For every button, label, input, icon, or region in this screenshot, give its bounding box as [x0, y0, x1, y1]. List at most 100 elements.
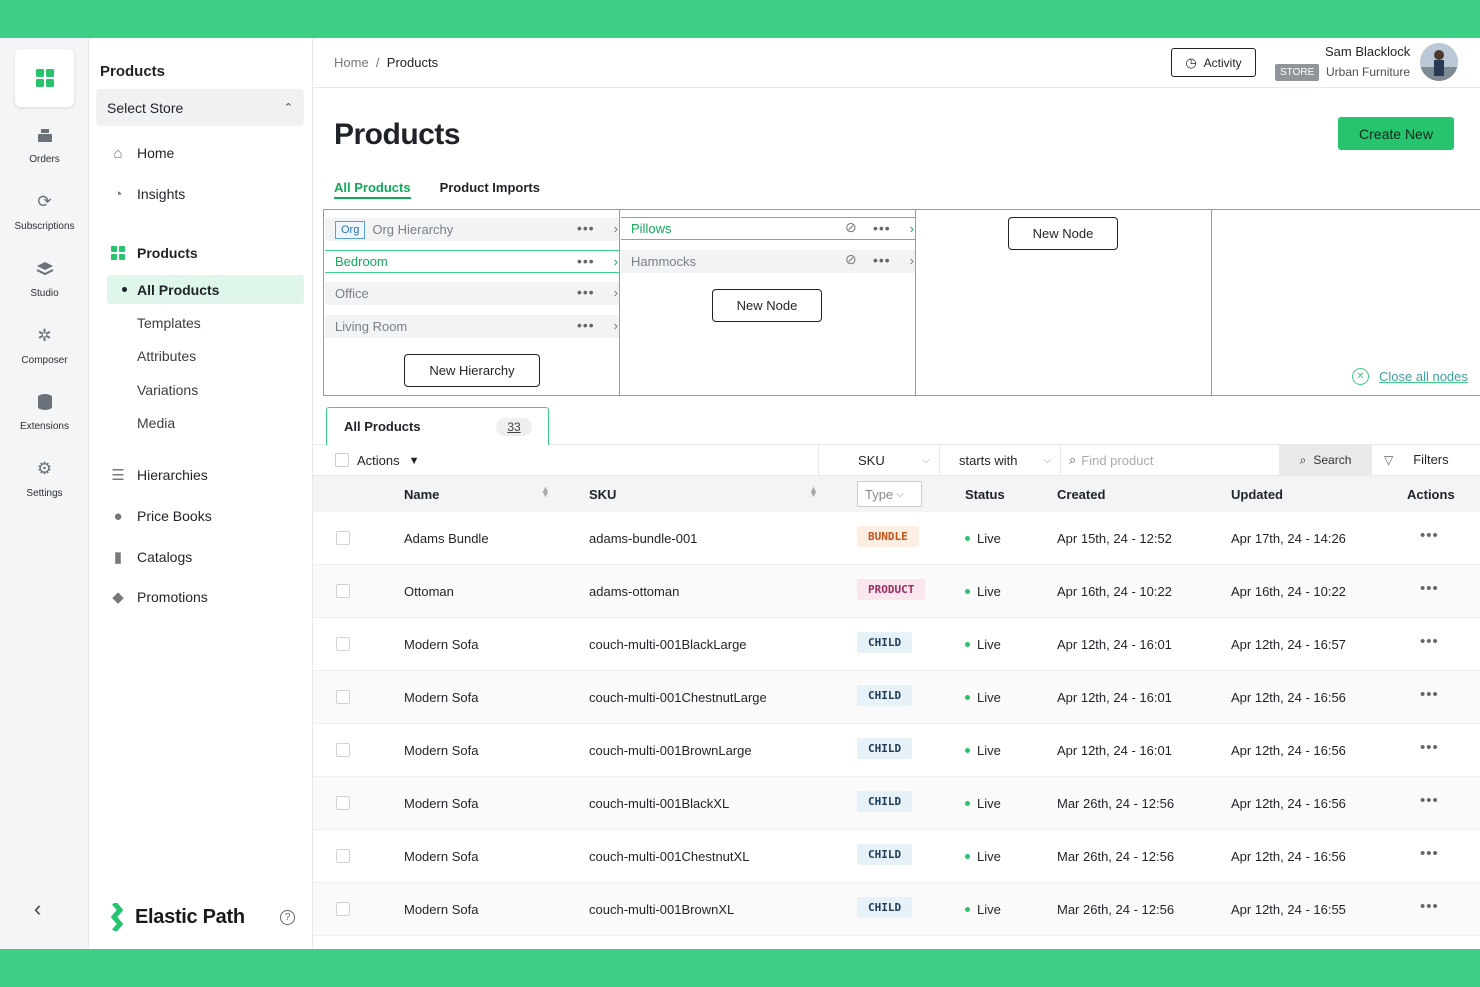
more-horizontal-icon[interactable]: ••• [577, 253, 595, 269]
table-row[interactable]: Modern Sofa couch-multi-001BlackLarge CH… [313, 618, 1480, 671]
sort-icon[interactable]: ▲ ▼ [809, 484, 818, 499]
more-horizontal-icon[interactable]: ••• [1420, 845, 1439, 862]
more-horizontal-icon[interactable]: ••• [1420, 898, 1439, 915]
chevron-right-icon[interactable]: › [613, 254, 618, 269]
more-horizontal-icon[interactable]: ••• [1420, 686, 1439, 703]
rail-extensions[interactable]: Extensions [0, 393, 89, 434]
collapse-sidebar-chevron-icon[interactable]: ‹ [34, 896, 42, 921]
chevron-right-icon[interactable]: › [909, 221, 914, 236]
nav-all-products[interactable]: All Products [107, 275, 304, 304]
create-new-button[interactable]: Create New [1338, 117, 1454, 150]
row-name[interactable]: Modern Sofa [404, 637, 479, 652]
more-horizontal-icon[interactable]: ••• [1420, 792, 1439, 809]
more-horizontal-icon[interactable]: ••• [577, 317, 595, 333]
more-horizontal-icon[interactable]: ••• [577, 284, 595, 300]
row-name[interactable]: Modern Sofa [404, 849, 479, 864]
table-row[interactable]: Modern Sofa couch-multi-001BlackXL CHILD… [313, 777, 1480, 830]
row-checkbox[interactable] [336, 849, 350, 863]
more-horizontal-icon[interactable]: ••• [873, 252, 891, 268]
nav-variations[interactable]: Variations [137, 382, 199, 398]
bulk-actions-dropdown[interactable]: Actions ▼ [357, 453, 420, 468]
nav-templates[interactable]: Templates [137, 315, 201, 331]
more-horizontal-icon[interactable]: ••• [1420, 527, 1439, 544]
row-name[interactable]: Adams Bundle [404, 531, 489, 546]
node-row-pillows[interactable]: Pillows ⊘ ••• › [621, 217, 916, 240]
tab-all-products[interactable]: All Products [334, 180, 411, 199]
eye-off-icon[interactable]: ⊘ [845, 219, 857, 235]
store-select[interactable]: Select Store ⌃ [96, 89, 304, 126]
new-node-button[interactable]: New Node [712, 289, 822, 322]
more-horizontal-icon[interactable]: ••• [1420, 580, 1439, 597]
dashboard-button[interactable] [15, 49, 74, 107]
rail-orders[interactable]: Orders [0, 126, 89, 167]
new-node-button[interactable]: New Node [1008, 217, 1118, 250]
more-horizontal-icon[interactable]: ••• [873, 220, 891, 236]
help-icon[interactable]: ? [280, 910, 295, 925]
nav-products[interactable]: Products [109, 244, 198, 262]
row-checkbox[interactable] [336, 531, 350, 545]
hierarchy-row-office[interactable]: Office ••• › [325, 282, 620, 305]
sort-icon[interactable]: ▲ ▼ [541, 484, 550, 499]
search-input[interactable]: ⌕ Find product [1069, 452, 1154, 468]
row-name[interactable]: Modern Sofa [404, 902, 479, 917]
breadcrumb-home[interactable]: Home [334, 55, 369, 70]
column-header-updated[interactable]: Updated [1231, 487, 1283, 502]
table-row[interactable]: Modern Sofa couch-multi-001BrownLarge CH… [313, 724, 1480, 777]
more-horizontal-icon[interactable]: ••• [577, 220, 595, 236]
type-filter-select[interactable]: Type ⌵ [857, 481, 922, 507]
more-horizontal-icon[interactable]: ••• [1420, 633, 1439, 650]
rail-composer[interactable]: ✲ Composer [0, 327, 89, 368]
nav-title: Products [100, 63, 166, 80]
nav-hierarchies[interactable]: ☰ Hierarchies [109, 466, 208, 484]
nav-catalogs[interactable]: ▮ Catalogs [109, 548, 192, 566]
search-field-select[interactable]: SKU ⌵ [818, 445, 939, 475]
rail-subscriptions[interactable]: ⟳ Subscriptions [0, 193, 89, 234]
row-checkbox[interactable] [336, 637, 350, 651]
products-table-tab[interactable]: All Products 33 [326, 407, 549, 445]
table-row[interactable]: Adams Bundle adams-bundle-001 BUNDLE Liv… [313, 512, 1480, 565]
chevron-right-icon[interactable]: › [613, 285, 618, 300]
node-row-hammocks[interactable]: Hammocks ⊘ ••• › [621, 250, 916, 273]
rail-studio[interactable]: Studio [0, 260, 89, 301]
nav-media[interactable]: Media [137, 415, 176, 431]
activity-button[interactable]: ◷ Activity [1171, 48, 1256, 77]
table-row[interactable]: Modern Sofa couch-multi-001ChestnutXL CH… [313, 830, 1480, 883]
chevron-right-icon[interactable]: › [909, 253, 914, 268]
hierarchy-row-bedroom[interactable]: Bedroom ••• › [325, 250, 620, 273]
nav-price-books[interactable]: ● Price Books [109, 507, 211, 525]
search-operator-select[interactable]: starts with ⌵ [939, 445, 1060, 475]
search-button[interactable]: ⌕ Search [1279, 445, 1372, 475]
nav-home[interactable]: ⌂ Home [109, 144, 174, 162]
row-name[interactable]: Modern Sofa [404, 690, 479, 705]
close-all-nodes-button[interactable]: ✕ Close all nodes [1352, 368, 1468, 385]
column-header-name[interactable]: Name [404, 487, 440, 502]
filters-button[interactable]: ▽ Filters [1384, 452, 1449, 467]
chevron-right-icon[interactable]: › [613, 318, 618, 333]
eye-off-icon[interactable]: ⊘ [845, 251, 857, 267]
row-name[interactable]: Modern Sofa [404, 796, 479, 811]
nav-insights[interactable]: ◔ Insights [109, 185, 185, 203]
more-horizontal-icon[interactable]: ••• [1420, 739, 1439, 756]
row-checkbox[interactable] [336, 690, 350, 704]
tab-product-imports[interactable]: Product Imports [439, 180, 540, 195]
column-header-created[interactable]: Created [1057, 487, 1106, 502]
table-row[interactable]: Ottoman adams-ottoman PRODUCT Live Apr 1… [313, 565, 1480, 618]
row-name[interactable]: Modern Sofa [404, 743, 479, 758]
row-checkbox[interactable] [336, 584, 350, 598]
nav-attributes[interactable]: Attributes [137, 348, 197, 364]
hierarchy-row-org[interactable]: Org Org Hierarchy ••• › [325, 218, 620, 241]
row-checkbox[interactable] [336, 796, 350, 810]
hierarchy-row-living-room[interactable]: Living Room ••• › [325, 315, 620, 338]
select-all-checkbox[interactable] [335, 453, 349, 467]
new-hierarchy-button[interactable]: New Hierarchy [404, 354, 540, 387]
row-checkbox[interactable] [336, 743, 350, 757]
table-row[interactable]: Modern Sofa couch-multi-001BrownXL CHILD… [313, 883, 1480, 936]
chevron-right-icon[interactable]: › [613, 221, 618, 236]
column-header-sku[interactable]: SKU [589, 487, 617, 502]
nav-promotions[interactable]: ◆ Promotions [109, 588, 208, 606]
table-row[interactable]: Modern Sofa couch-multi-001ChestnutLarge… [313, 671, 1480, 724]
rail-settings[interactable]: ⚙ Settings [0, 460, 89, 501]
row-name[interactable]: Ottoman [404, 584, 454, 599]
row-checkbox[interactable] [336, 902, 350, 916]
avatar[interactable] [1420, 43, 1458, 81]
